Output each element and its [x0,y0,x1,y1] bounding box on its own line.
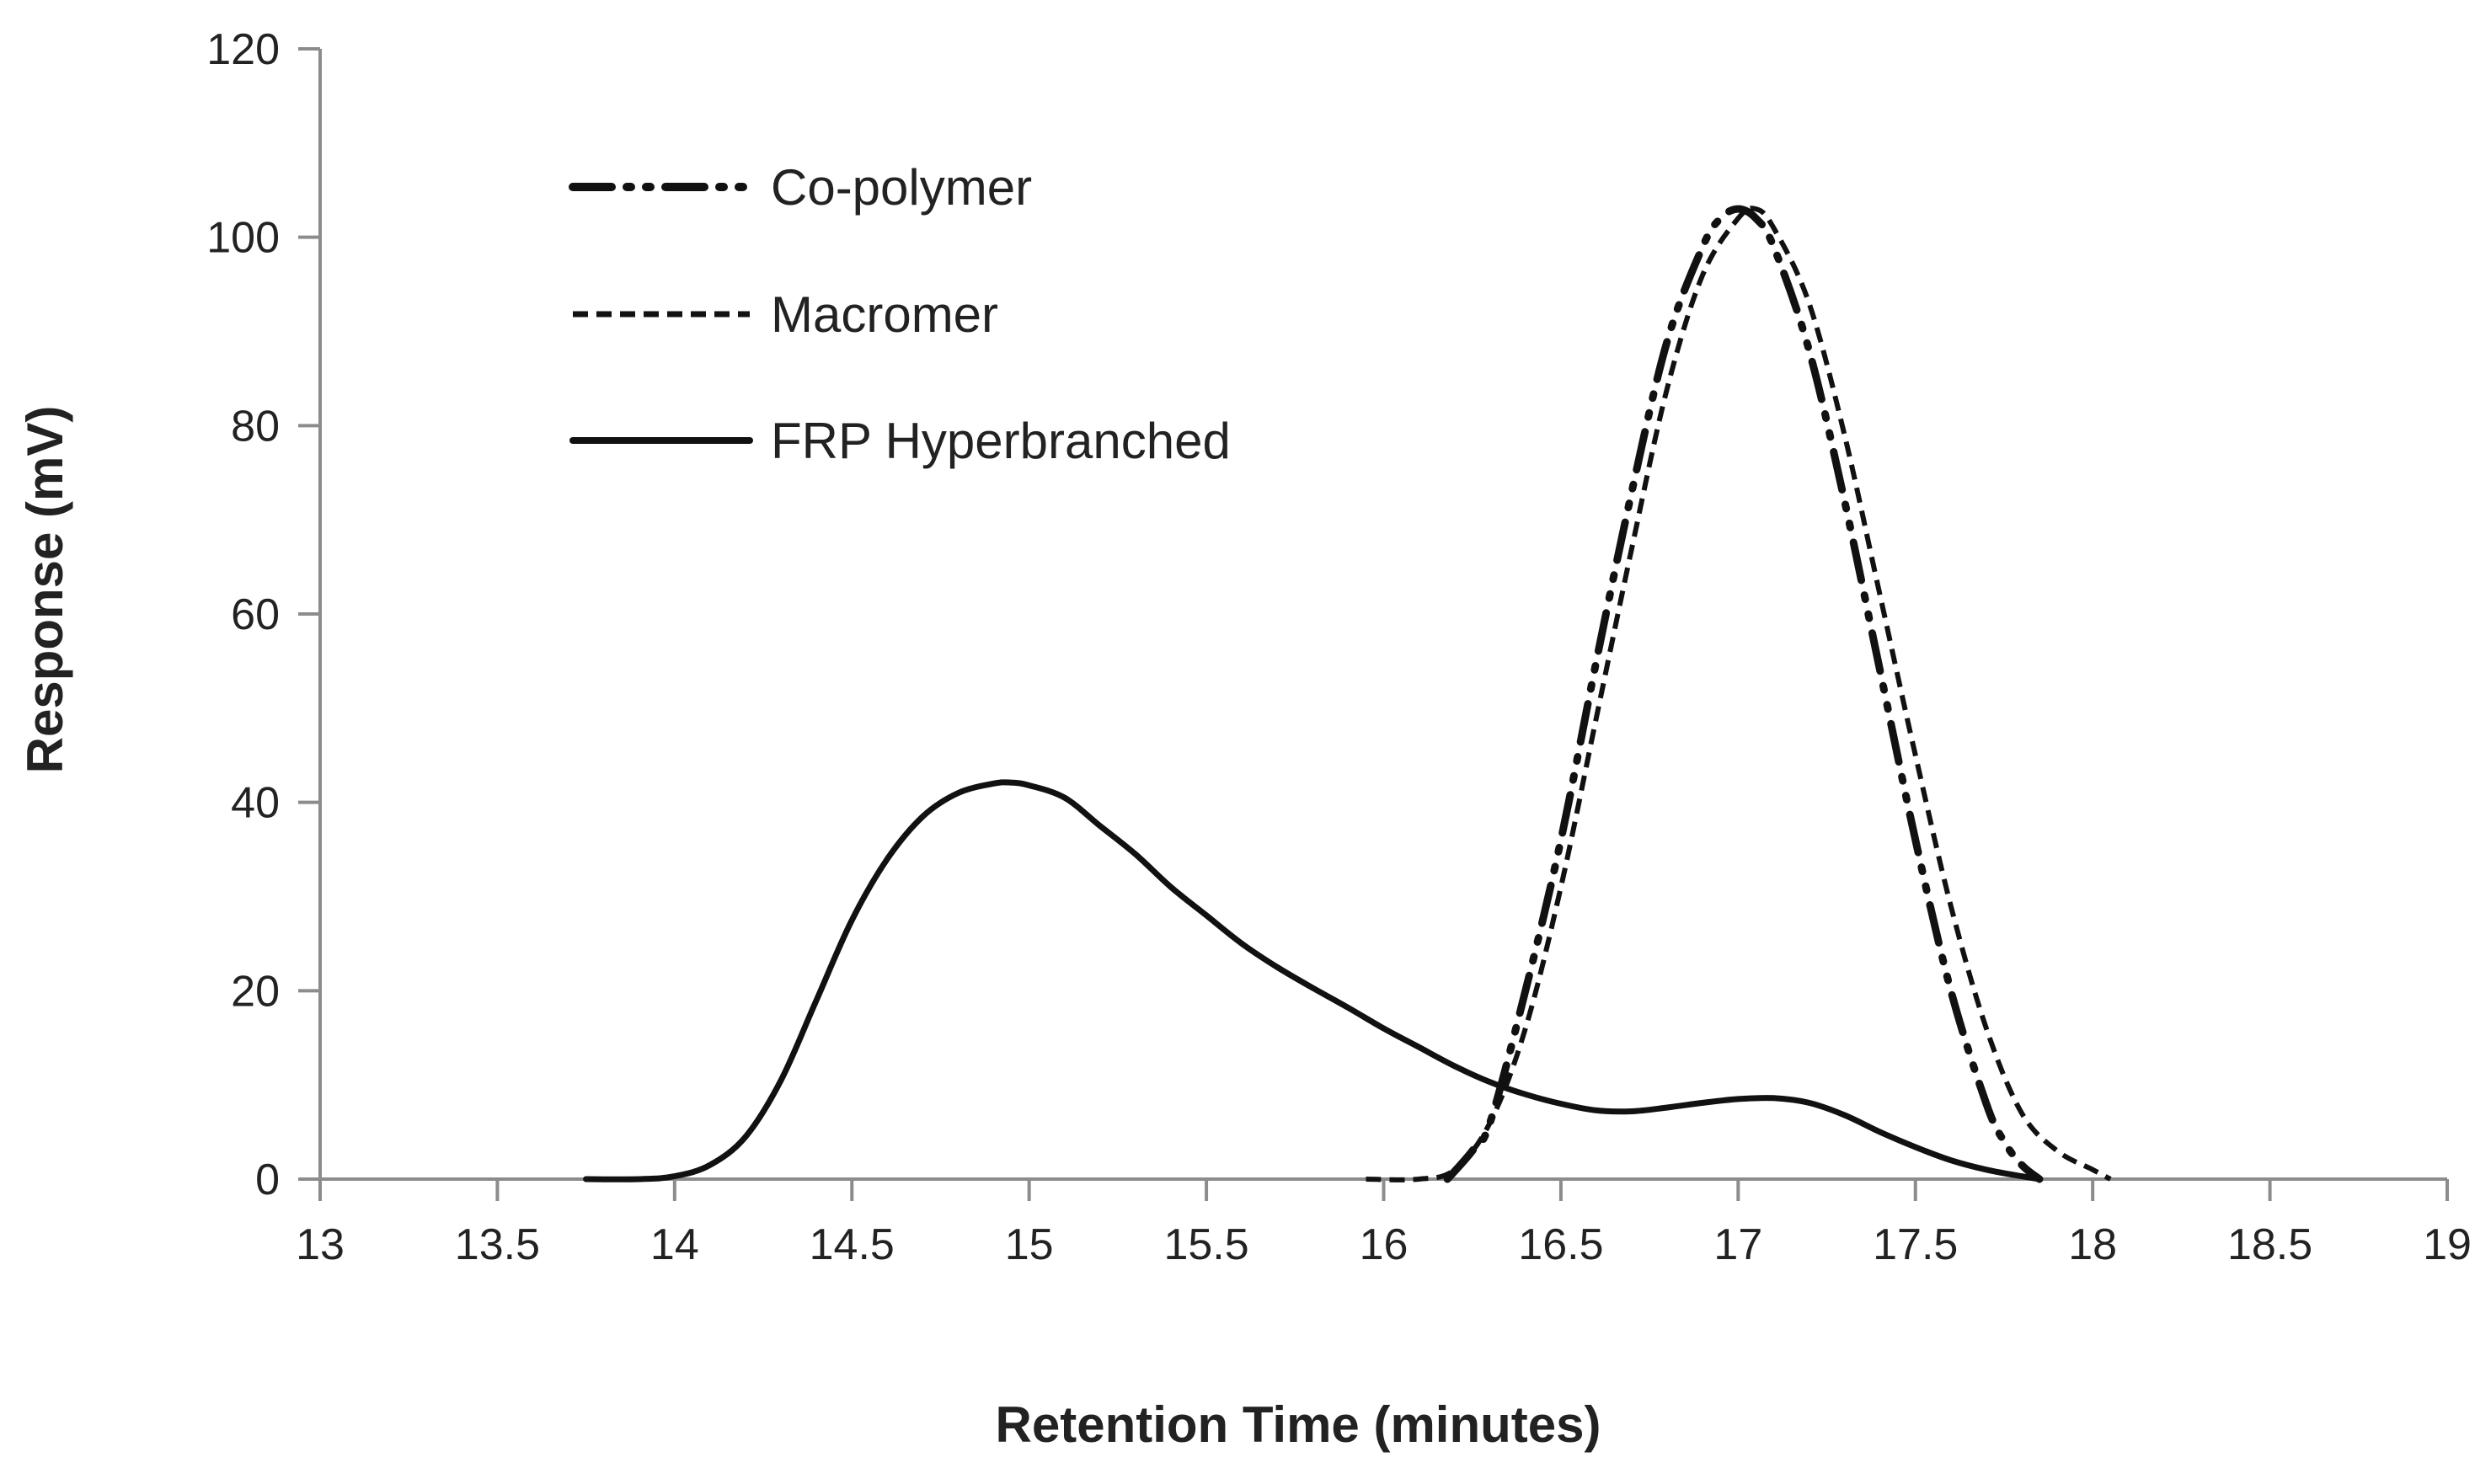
x-tick-label: 17.5 [1873,1220,1958,1269]
y-tick-label: 0 [255,1156,280,1204]
series-line-macromer [1366,206,2112,1182]
x-tick-label: 15 [1005,1220,1054,1269]
legend-label: Macromer [771,286,998,343]
series-line-co-polymer [1443,205,2044,1183]
series-lines [583,205,2112,1183]
x-tick-label: 16 [1360,1220,1409,1269]
y-tick-label: 40 [231,779,280,828]
x-tick-label: 16.5 [1518,1220,1603,1269]
x-tick-label: 13 [296,1220,345,1269]
x-tick-label: 15.5 [1163,1220,1248,1269]
x-tick-label: 14 [650,1220,699,1269]
legend-label: FRP Hyperbranched [771,413,1231,469]
series-line-frp-hyperbranched [583,779,2043,1182]
x-tick-label: 19 [2423,1220,2472,1269]
y-axis-title: Response (mV) [17,406,73,774]
x-tick-label: 13.5 [455,1220,540,1269]
legend: Co-polymer Macromer FRP Hyperbranched [569,159,1231,469]
axes: 0 20 40 60 80 100 120 13 13.5 14 14.5 15 15.5 16 16.5 1… [206,25,2472,1269]
y-tick-label: 60 [231,590,280,639]
legend-label: Co-polymer [771,159,1032,216]
x-tick-label: 18 [2068,1220,2117,1269]
y-tick-label: 120 [206,25,280,74]
x-axis-title: Retention Time (minutes) [996,1396,1601,1453]
x-tick-label: 17 [1713,1220,1762,1269]
x-tick-label: 14.5 [810,1220,895,1269]
x-tick-label: 18.5 [2227,1220,2312,1269]
y-tick-label: 80 [231,402,280,451]
y-tick-label: 100 [206,214,280,263]
y-tick-label: 20 [231,967,280,1016]
